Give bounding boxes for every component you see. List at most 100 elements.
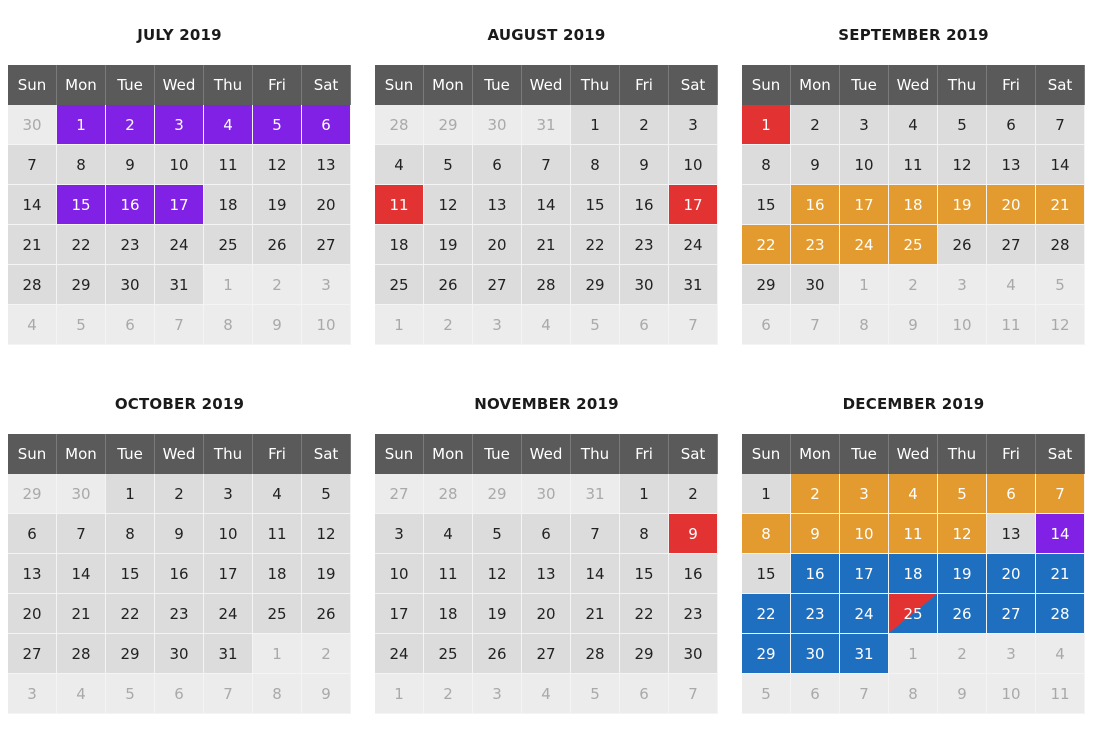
day-cell[interactable]: 30 bbox=[669, 634, 718, 674]
day-cell-highlighted-blue[interactable]: 31 bbox=[840, 634, 889, 674]
day-cell-highlighted-orange[interactable]: 5 bbox=[938, 474, 987, 514]
day-cell[interactable]: 16 bbox=[155, 554, 204, 594]
day-cell[interactable]: 28 bbox=[1036, 225, 1085, 265]
day-cell[interactable]: 21 bbox=[522, 225, 571, 265]
day-cell[interactable]: 25 bbox=[204, 225, 253, 265]
day-cell[interactable]: 13 bbox=[522, 554, 571, 594]
day-cell[interactable]: 6 bbox=[473, 145, 522, 185]
day-cell[interactable]: 25 bbox=[424, 634, 473, 674]
day-cell-other-month[interactable]: 5 bbox=[742, 674, 791, 714]
day-cell-highlighted-orange[interactable]: 3 bbox=[840, 474, 889, 514]
day-cell[interactable]: 18 bbox=[204, 185, 253, 225]
day-cell-other-month[interactable]: 3 bbox=[938, 265, 987, 305]
day-cell[interactable]: 5 bbox=[424, 145, 473, 185]
day-cell[interactable]: 7 bbox=[57, 514, 106, 554]
day-cell-other-month[interactable]: 31 bbox=[522, 105, 571, 145]
day-cell[interactable]: 2 bbox=[155, 474, 204, 514]
day-cell-other-month[interactable]: 3 bbox=[473, 305, 522, 345]
day-cell[interactable]: 24 bbox=[375, 634, 424, 674]
day-cell-highlighted-blue[interactable]: 16 bbox=[791, 554, 840, 594]
day-cell-highlighted-purple[interactable]: 15 bbox=[57, 185, 106, 225]
day-cell-other-month[interactable]: 2 bbox=[424, 674, 473, 714]
day-cell-highlighted-purple[interactable]: 2 bbox=[106, 105, 155, 145]
day-cell[interactable]: 23 bbox=[620, 225, 669, 265]
day-cell[interactable]: 19 bbox=[424, 225, 473, 265]
day-cell-other-month[interactable]: 28 bbox=[424, 474, 473, 514]
day-cell-highlighted-purple[interactable]: 14 bbox=[1036, 514, 1085, 554]
day-cell[interactable]: 15 bbox=[571, 185, 620, 225]
day-cell[interactable]: 27 bbox=[987, 225, 1036, 265]
day-cell-other-month[interactable]: 29 bbox=[8, 474, 57, 514]
day-cell-other-month[interactable]: 27 bbox=[375, 474, 424, 514]
day-cell[interactable]: 16 bbox=[669, 554, 718, 594]
day-cell[interactable]: 18 bbox=[253, 554, 302, 594]
day-cell[interactable]: 15 bbox=[742, 554, 791, 594]
day-cell[interactable]: 27 bbox=[8, 634, 57, 674]
day-cell-highlighted-blue[interactable]: 17 bbox=[840, 554, 889, 594]
day-cell[interactable]: 25 bbox=[253, 594, 302, 634]
day-cell-highlighted-orange[interactable]: 20 bbox=[987, 185, 1036, 225]
day-cell-other-month[interactable]: 1 bbox=[840, 265, 889, 305]
day-cell-highlighted-orange[interactable]: 11 bbox=[889, 514, 938, 554]
day-cell[interactable]: 1 bbox=[106, 474, 155, 514]
day-cell[interactable]: 22 bbox=[571, 225, 620, 265]
day-cell-highlighted-blue[interactable]: 24 bbox=[840, 594, 889, 634]
day-cell-other-month[interactable]: 2 bbox=[424, 305, 473, 345]
day-cell[interactable]: 6 bbox=[987, 105, 1036, 145]
day-cell[interactable]: 13 bbox=[8, 554, 57, 594]
day-cell[interactable]: 13 bbox=[987, 145, 1036, 185]
day-cell[interactable]: 12 bbox=[938, 145, 987, 185]
day-cell[interactable]: 27 bbox=[473, 265, 522, 305]
day-cell[interactable]: 24 bbox=[669, 225, 718, 265]
day-cell-other-month[interactable]: 6 bbox=[106, 305, 155, 345]
day-cell[interactable]: 24 bbox=[204, 594, 253, 634]
day-cell[interactable]: 13 bbox=[473, 185, 522, 225]
day-cell-other-month[interactable]: 4 bbox=[987, 265, 1036, 305]
day-cell-other-month[interactable]: 1 bbox=[375, 305, 424, 345]
day-cell-highlighted-blue[interactable]: 19 bbox=[938, 554, 987, 594]
day-cell[interactable]: 27 bbox=[302, 225, 351, 265]
day-cell[interactable]: 13 bbox=[987, 514, 1036, 554]
day-cell[interactable]: 30 bbox=[791, 265, 840, 305]
day-cell[interactable]: 20 bbox=[302, 185, 351, 225]
day-cell[interactable]: 17 bbox=[204, 554, 253, 594]
day-cell-highlighted-orange[interactable]: 22 bbox=[742, 225, 791, 265]
day-cell-other-month[interactable]: 4 bbox=[8, 305, 57, 345]
day-cell[interactable]: 26 bbox=[473, 634, 522, 674]
day-cell[interactable]: 5 bbox=[302, 474, 351, 514]
day-cell-other-month[interactable]: 12 bbox=[1036, 305, 1085, 345]
day-cell[interactable]: 4 bbox=[424, 514, 473, 554]
day-cell-highlighted-orange[interactable]: 10 bbox=[840, 514, 889, 554]
day-cell-highlighted-purple[interactable]: 5 bbox=[253, 105, 302, 145]
day-cell[interactable]: 16 bbox=[620, 185, 669, 225]
day-cell[interactable]: 20 bbox=[8, 594, 57, 634]
day-cell[interactable]: 2 bbox=[620, 105, 669, 145]
day-cell-other-month[interactable]: 3 bbox=[8, 674, 57, 714]
day-cell[interactable]: 21 bbox=[8, 225, 57, 265]
day-cell[interactable]: 26 bbox=[424, 265, 473, 305]
day-cell[interactable]: 7 bbox=[1036, 105, 1085, 145]
day-cell[interactable]: 11 bbox=[424, 554, 473, 594]
day-cell-other-month[interactable]: 3 bbox=[473, 674, 522, 714]
day-cell-other-month[interactable]: 1 bbox=[253, 634, 302, 674]
day-cell[interactable]: 29 bbox=[620, 634, 669, 674]
day-cell-highlighted-blue[interactable]: 21 bbox=[1036, 554, 1085, 594]
day-cell-other-month[interactable]: 6 bbox=[620, 305, 669, 345]
day-cell[interactable]: 12 bbox=[473, 554, 522, 594]
day-cell[interactable]: 19 bbox=[253, 185, 302, 225]
day-cell-highlighted-red[interactable]: 9 bbox=[669, 514, 718, 554]
day-cell-other-month[interactable]: 8 bbox=[253, 674, 302, 714]
day-cell[interactable]: 23 bbox=[155, 594, 204, 634]
day-cell[interactable]: 12 bbox=[424, 185, 473, 225]
day-cell[interactable]: 9 bbox=[620, 145, 669, 185]
day-cell[interactable]: 8 bbox=[620, 514, 669, 554]
day-cell-other-month[interactable]: 5 bbox=[571, 305, 620, 345]
day-cell[interactable]: 4 bbox=[889, 105, 938, 145]
day-cell[interactable]: 3 bbox=[375, 514, 424, 554]
day-cell-highlighted-purple[interactable]: 3 bbox=[155, 105, 204, 145]
day-cell[interactable]: 29 bbox=[742, 265, 791, 305]
day-cell[interactable]: 12 bbox=[302, 514, 351, 554]
day-cell-highlighted-orange[interactable]: 4 bbox=[889, 474, 938, 514]
day-cell[interactable]: 15 bbox=[742, 185, 791, 225]
day-cell-highlighted-orange[interactable]: 16 bbox=[791, 185, 840, 225]
